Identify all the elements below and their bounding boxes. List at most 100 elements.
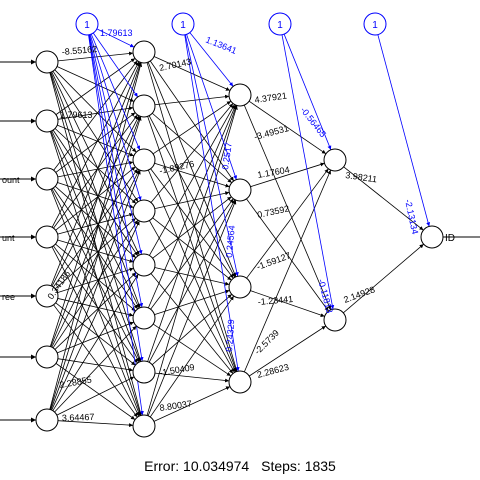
weight-edge-h1-h2 bbox=[150, 168, 234, 279]
neurons: 1 1 1 1 bbox=[35, 12, 444, 438]
neuron bbox=[35, 167, 59, 191]
weight-edge-input-h1 bbox=[57, 51, 134, 62]
weight-edge-input-h1 bbox=[57, 267, 134, 294]
input-label: unt bbox=[2, 233, 15, 243]
weight-edge-h1-h2 bbox=[147, 104, 237, 309]
weight-label: 1.17604 bbox=[257, 164, 291, 179]
training-summary: Error: 10.034974 Steps: 1835 bbox=[0, 458, 480, 474]
weight-edge-h1-h2 bbox=[147, 105, 237, 362]
neuron bbox=[35, 345, 59, 369]
bias-edge-output bbox=[377, 34, 431, 227]
bias-node bbox=[171, 12, 195, 36]
weight-edge-input-h1 bbox=[50, 72, 141, 308]
weight-edge-input-h1 bbox=[51, 188, 140, 363]
weight-label: 3.98211 bbox=[345, 170, 378, 184]
weight-label: -1.23441 bbox=[257, 294, 293, 307]
weight-label: 8.80037 bbox=[159, 399, 193, 413]
weight-edge-input-h1 bbox=[57, 106, 134, 120]
weight-edge-input-h1 bbox=[54, 128, 137, 204]
weight-edge-input-h1 bbox=[53, 168, 138, 288]
weight-edge-h1-h2 bbox=[152, 196, 232, 259]
neuron bbox=[132, 40, 156, 64]
weight-edge-input-h1 bbox=[53, 60, 138, 171]
weight-edge-h1-h2 bbox=[149, 295, 235, 418]
weight-label: 2.28623 bbox=[256, 362, 290, 380]
steps-label: Steps: 1835 bbox=[261, 458, 336, 474]
weight-edge-input-h1 bbox=[57, 212, 134, 235]
weight-edge-input-h1 bbox=[50, 62, 141, 286]
neuron bbox=[132, 360, 156, 384]
bias-edge-h2 bbox=[186, 34, 238, 180]
weight-edge-input-h1 bbox=[57, 358, 134, 372]
neuron bbox=[35, 408, 59, 432]
weight-edge-input-h1 bbox=[54, 69, 137, 153]
weight-edge-input-h1 bbox=[51, 130, 140, 309]
weight-edge-input-h1 bbox=[49, 72, 142, 362]
weight-edge-h1-h2 bbox=[149, 104, 235, 256]
weight-label: -3.49531 bbox=[253, 123, 290, 142]
weight-edge-h1-h2 bbox=[154, 289, 230, 316]
neuron bbox=[132, 148, 156, 172]
weight-edge-h1-h2 bbox=[148, 115, 236, 278]
weight-edge-h2-h3 bbox=[248, 100, 327, 155]
weight-label: 4.37921 bbox=[254, 91, 288, 105]
weight-edge-h1-h2 bbox=[149, 60, 235, 182]
weight-edge-h2-h3 bbox=[246, 198, 329, 312]
weight-edge-h1-h2 bbox=[151, 293, 233, 366]
weight-edge-h2-h3 bbox=[250, 162, 325, 188]
weight-label: 3.64467 bbox=[62, 412, 95, 423]
weight-edge-h2-h3 bbox=[250, 290, 325, 317]
weight-edge-input-h1 bbox=[52, 71, 139, 202]
weight-label: -1.59127 bbox=[255, 250, 292, 272]
weight-edge-h1-h2 bbox=[148, 199, 236, 363]
weight-edge-h2-h3 bbox=[246, 168, 329, 279]
bias-node bbox=[75, 12, 99, 36]
neuron bbox=[420, 225, 444, 249]
neuron bbox=[323, 308, 347, 332]
bias-node bbox=[268, 12, 292, 36]
weight-edge-input-h1 bbox=[51, 115, 140, 287]
weight-edge-h1-h2 bbox=[152, 217, 232, 281]
weight-edge-h1-h2 bbox=[147, 200, 237, 416]
neuron bbox=[132, 306, 156, 330]
bias-node-label: 1 bbox=[372, 20, 378, 31]
neuron bbox=[132, 253, 156, 277]
neuron bbox=[132, 199, 156, 223]
bias-edge-h1 bbox=[90, 33, 141, 151]
bias-node bbox=[363, 12, 387, 36]
weight-edge-input-h1 bbox=[57, 298, 134, 317]
weight-edge-h1-h2 bbox=[146, 62, 238, 372]
weight-edge-input-h1 bbox=[49, 72, 143, 416]
input-label: ree bbox=[2, 292, 15, 302]
weight-edge-h1-h2 bbox=[152, 112, 232, 184]
weight-label: -2.5739 bbox=[252, 328, 281, 357]
bias-edge-h1 bbox=[89, 34, 142, 201]
weight-edge-input-h1 bbox=[54, 325, 137, 413]
weight-label: -0.56465 bbox=[298, 105, 328, 139]
weight-edge-input-h1 bbox=[51, 246, 140, 417]
weight-edge-input-h1 bbox=[57, 239, 134, 263]
weight-edge-h1-h2 bbox=[150, 103, 234, 203]
weight-edge-h1-h2 bbox=[154, 372, 230, 383]
weight-label: 0.73592 bbox=[256, 203, 290, 220]
weight-edge-input-h1 bbox=[50, 116, 141, 347]
neuron bbox=[228, 275, 252, 299]
weight-edge-input-h1 bbox=[51, 71, 140, 256]
bias-edge-h1 bbox=[88, 34, 144, 416]
input-label: ount bbox=[2, 175, 20, 185]
bias-edge-h2 bbox=[184, 34, 240, 372]
neuron bbox=[228, 178, 252, 202]
weight-label: 2.70143 bbox=[158, 56, 192, 73]
bias-edge-h1 bbox=[89, 34, 143, 255]
weight-label: -1.89276 bbox=[158, 159, 195, 176]
weight-edge-input-h1 bbox=[53, 304, 138, 418]
weight-edge-input-h1 bbox=[54, 272, 137, 350]
weight-edge-input-h1 bbox=[57, 182, 134, 209]
neuron bbox=[35, 109, 59, 133]
neuron bbox=[35, 50, 59, 74]
weight-label: -0.11813 bbox=[316, 278, 335, 314]
weight-edge-h1-h2 bbox=[147, 62, 237, 277]
weight-edge-input-h1 bbox=[54, 185, 137, 259]
weight-label: 1.13641 bbox=[204, 35, 238, 56]
